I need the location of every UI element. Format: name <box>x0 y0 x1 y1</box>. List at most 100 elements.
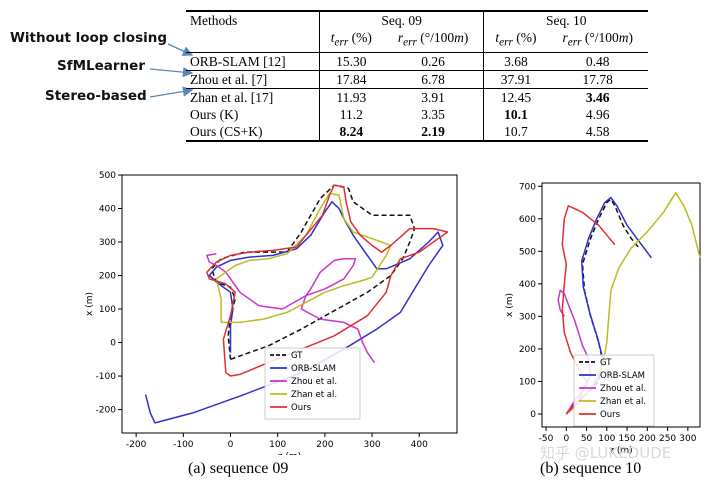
method-cell: Ours (K) <box>186 105 320 123</box>
legend-entry: Ours <box>291 403 312 413</box>
caption-seq09: (a) sequence 09 <box>188 460 289 477</box>
y-tick-label: 300 <box>519 312 536 322</box>
x-tick-label: 200 <box>639 434 656 444</box>
table-row: Ours (K) 11.2 3.35 10.1 4.96 <box>186 105 648 123</box>
arrow-zhou <box>149 66 194 78</box>
x-tick-label: 50 <box>581 434 593 444</box>
arrow-zhan <box>149 86 194 98</box>
value-cell: 4.96 <box>585 106 610 122</box>
plot-frame <box>121 174 458 434</box>
x-tick-label: 100 <box>269 440 286 450</box>
chart-sequence-09: -200 -100 0 100 200 300 400 -200 -100 0 100 200 300 4… <box>85 171 458 455</box>
value-cell: 0.26 <box>382 51 485 71</box>
caption-seq10: (b) sequence 10 <box>540 460 642 477</box>
table-row: Zhou et al. [7] 17.84 6.78 37.91 17.78 <box>186 69 648 89</box>
annotation-without-loop: Without loop closing <box>10 30 168 46</box>
col-terr-09: terr (%) <box>330 30 372 49</box>
method-cell: Ours (CS+K) <box>186 122 320 142</box>
legend-entry: Zhou et al. <box>600 384 646 394</box>
chart-sequence-10: -50 0 50 100 150 200 250 3000100200300400500600… <box>505 182 701 455</box>
x-tick-label: 0 <box>228 440 234 450</box>
x-tick-label: 300 <box>679 434 696 444</box>
y-tick-label: 500 <box>99 171 116 181</box>
series-line-ours <box>206 184 449 377</box>
watermark: 知乎 @LUKEDUDE <box>540 444 672 462</box>
value-cell: 37.91 <box>483 69 548 89</box>
y-tick-label: 600 <box>519 215 536 225</box>
x-tick-label: -50 <box>539 434 554 444</box>
x-tick-label: 150 <box>618 434 635 444</box>
table-body: ORB-SLAM [12] 15.30 0.26 3.68 0.48 Zhou et al… <box>186 51 648 142</box>
x-tick-label: 0 <box>563 434 569 444</box>
value-cell: 3.35 <box>382 105 485 123</box>
table-subheader-row: terr (%) rerr (°/100m) terr (%) rerr (°/… <box>186 29 648 53</box>
y-tick-label: 0 <box>530 410 536 420</box>
method-cell: Zhan et al. [17] <box>186 87 320 106</box>
x-tick-label: -100 <box>173 440 194 450</box>
value-cell: 3.68 <box>483 51 548 71</box>
plot-frame <box>541 182 701 428</box>
legend-entry: GT <box>600 358 612 368</box>
value-cell: 3.91 <box>382 87 485 106</box>
value-cell: 4.58 <box>547 122 648 142</box>
y-tick-label: 700 <box>519 182 536 192</box>
value-cell: 17.78 <box>547 69 648 89</box>
legend-entry: GT <box>291 351 303 361</box>
method-cell: Zhou et al. [7] <box>186 69 320 89</box>
seq10-header: Seq. 10 <box>483 10 648 29</box>
y-tick-label: 200 <box>99 272 116 282</box>
table-header-row: Methods Seq. 09 Seq. 10 <box>186 10 648 29</box>
y-tick-label: 400 <box>519 280 536 290</box>
value-cell: 11.2 <box>339 106 363 122</box>
table-row: Ours (CS+K) 8.24 2.19 10.7 4.58 <box>186 122 648 142</box>
x-tick-label: 300 <box>363 440 380 450</box>
series-line-gt <box>210 184 416 361</box>
value-cell: 11.93 <box>319 87 383 106</box>
value-cell: 17.84 <box>319 69 383 89</box>
annotation-sfmlearner: SfMLearner <box>57 58 145 74</box>
value-cell: 0.48 <box>547 51 648 71</box>
annotation-stereo: Stereo-based <box>45 88 147 104</box>
seq09-header: Seq. 09 <box>319 10 485 29</box>
table-row: Zhan et al. [17] 11.93 3.91 12.45 3.46 <box>186 87 648 106</box>
col-terr-10: terr (%) <box>495 30 537 49</box>
legend-entry: Zhan et al. <box>600 397 646 407</box>
legend-entry: Zhan et al. <box>291 390 337 400</box>
legend-entry: Zhou et al. <box>291 377 337 387</box>
legend-entry: ORB-SLAM <box>600 371 645 381</box>
x-tick-label: 400 <box>411 440 428 450</box>
value-cell: 6.78 <box>382 69 485 89</box>
col-rerr-10: rerr (°/100m) <box>562 30 633 49</box>
y-tick-label: 200 <box>519 345 536 355</box>
value-cell: 3.46 <box>547 87 648 106</box>
methods-header: Methods <box>186 10 320 29</box>
y-tick-label: -200 <box>96 406 117 416</box>
method-cell: ORB-SLAM [12] <box>186 51 320 71</box>
legend-box <box>573 354 655 427</box>
results-table: Methods Seq. 09 Seq. 10 terr (%) rerr (°… <box>186 10 648 142</box>
y-axis-label: x (m) <box>505 293 515 317</box>
x-axis-label: z (m) <box>278 452 301 455</box>
series-line-zhan-et-al- <box>215 192 392 324</box>
x-tick-label: 250 <box>659 434 676 444</box>
y-tick-label: 100 <box>99 305 116 315</box>
x-axis-label: z (m) <box>609 446 632 455</box>
x-tick-label: 200 <box>316 440 333 450</box>
value-cell: 10.7 <box>483 122 548 142</box>
value-cell: 10.1 <box>504 106 528 122</box>
table-row: ORB-SLAM [12] 15.30 0.26 3.68 0.48 <box>186 51 648 71</box>
value-cell: 2.19 <box>382 122 485 142</box>
y-tick-label: 300 <box>99 238 116 248</box>
legend-entry: ORB-SLAM <box>291 364 336 374</box>
y-tick-label: 400 <box>99 205 116 215</box>
legend-entry: Ours <box>600 410 621 420</box>
x-tick-label: 100 <box>598 434 615 444</box>
col-rerr-09: rerr (°/100m) <box>382 29 485 53</box>
x-tick-label: -200 <box>126 440 147 450</box>
y-tick-label: 500 <box>519 247 536 257</box>
y-tick-label: 0 <box>110 339 116 349</box>
value-cell: 15.30 <box>319 51 383 71</box>
value-cell: 8.24 <box>319 122 383 142</box>
y-axis-label: x (m) <box>85 292 95 316</box>
y-tick-label: 100 <box>519 377 536 387</box>
